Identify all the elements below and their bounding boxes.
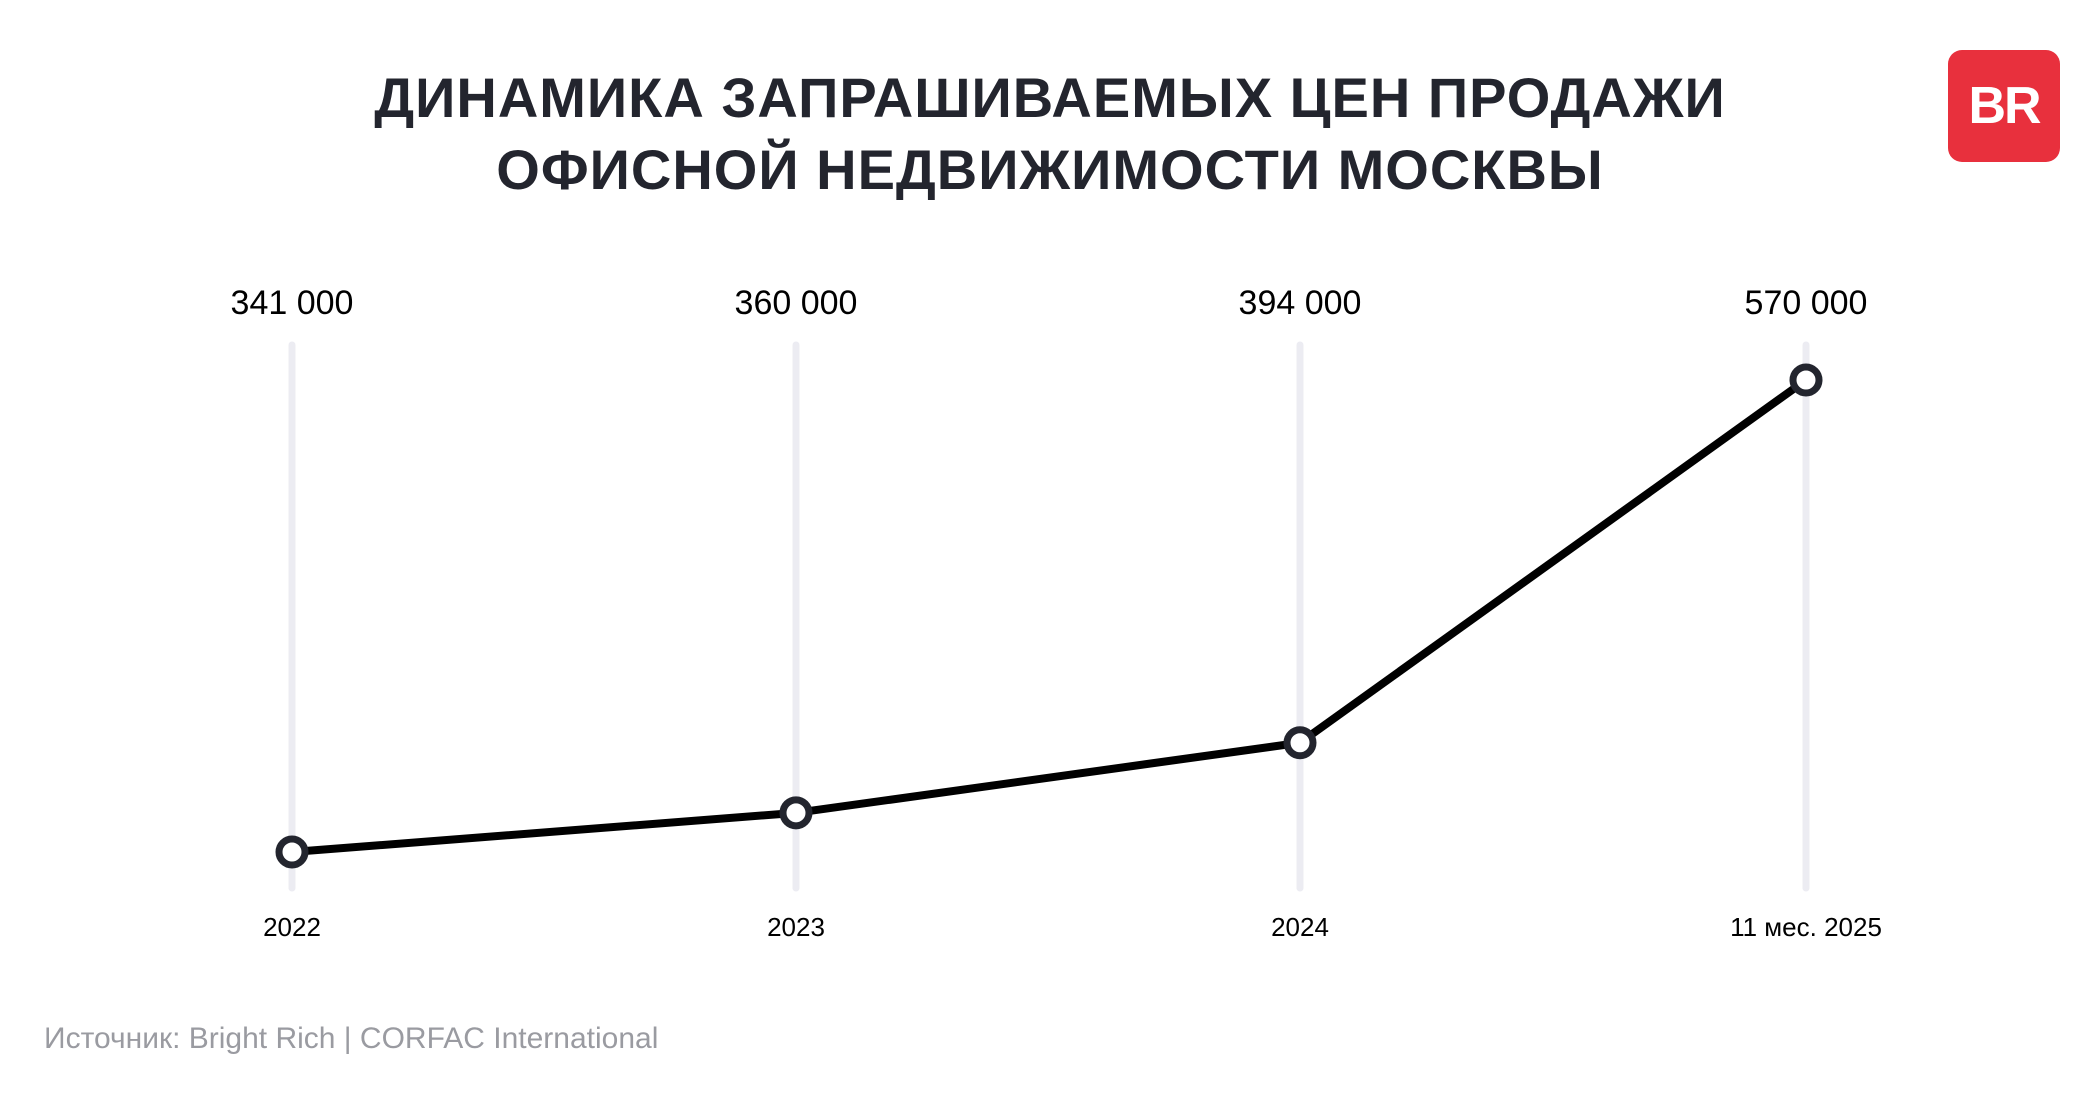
data-point-1 [275, 835, 309, 869]
chart-title-line-1: ДИНАМИКА ЗАПРАШИВАЕМЫХ ЦЕН ПРОДАЖИ [374, 66, 1726, 129]
chart-title: ДИНАМИКА ЗАПРАШИВАЕМЫХ ЦЕН ПРОДАЖИ ОФИСН… [0, 62, 2100, 206]
markers [275, 363, 1823, 869]
x-tick-label-4: 11 мес. 2025 [1730, 912, 1882, 942]
source-note: Источник: Bright Rich | CORFAC Internati… [44, 1022, 659, 1055]
data-label-1: 341 000 [231, 284, 354, 322]
data-label-3: 394 000 [1239, 284, 1362, 322]
series-line [288, 376, 1810, 856]
data-label-2: 360 000 [735, 284, 858, 322]
data-point-4 [1789, 363, 1823, 397]
chart-title-line-2: ОФИСНОЙ НЕДВИЖИМОСТИ МОСКВЫ [496, 138, 1604, 201]
logo-text: BR [1968, 77, 2041, 135]
data-labels: 341 000 360 000 394 000 570 000 [231, 284, 1868, 322]
x-tick-label-1: 2022 [263, 912, 321, 942]
x-tick-label-2: 2023 [767, 912, 825, 942]
series-line-layer [288, 376, 1810, 856]
data-point-3 [1283, 726, 1317, 760]
data-label-4: 570 000 [1745, 284, 1868, 322]
x-tick-labels: 2022 2023 2024 11 мес. 2025 [263, 912, 1882, 942]
data-point-2 [779, 796, 813, 830]
gridlines [288, 341, 1810, 892]
x-tick-label-3: 2024 [1271, 912, 1329, 942]
br-logo: BR [1948, 50, 2060, 162]
